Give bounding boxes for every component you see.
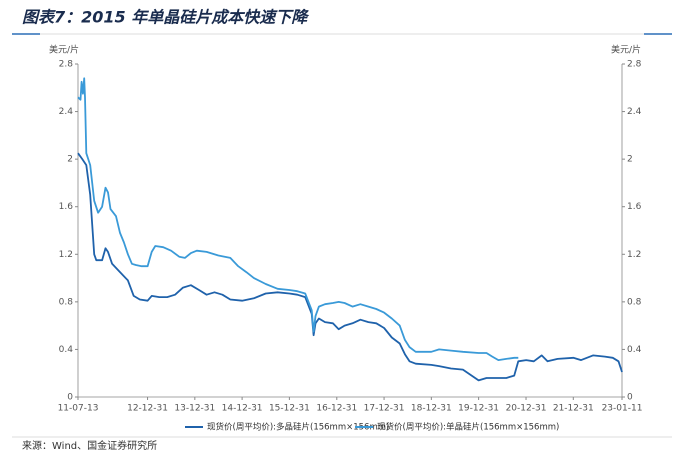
y-tick-label: 1.6 bbox=[59, 202, 74, 212]
x-tick-label: 23-01-11 bbox=[602, 404, 643, 414]
y-tick-label: 2 bbox=[67, 155, 73, 165]
y-unit: 美元/片 bbox=[49, 44, 79, 56]
y-tick-label: 2.8 bbox=[59, 60, 74, 70]
y-tick-label: 0.8 bbox=[59, 297, 74, 307]
x-tick-label: 16-12-31 bbox=[316, 404, 357, 414]
y2-unit: 美元/片 bbox=[611, 44, 641, 56]
x-tick-label: 15-12-31 bbox=[269, 404, 310, 414]
y2-tick-label: 0 bbox=[627, 393, 633, 403]
line-series bbox=[77, 152, 623, 382]
x-tick-label: 19-12-31 bbox=[458, 404, 499, 414]
y2-tick-label: 2.4 bbox=[627, 107, 642, 117]
x-tick-label: 17-12-31 bbox=[364, 404, 405, 414]
y2-tick-label: 0.8 bbox=[627, 297, 642, 307]
y2-tick-label: 0.4 bbox=[627, 345, 642, 355]
y2-tick-label: 1.2 bbox=[627, 250, 641, 260]
y-tick-label: 2.4 bbox=[59, 107, 74, 117]
chart-title: 图表7：2015 年单晶硅片成本快速下降 bbox=[22, 8, 309, 27]
x-tick-label: 21-12-31 bbox=[553, 404, 594, 414]
legend-label: 现货价(周平均价):单晶硅片(156mm×156mm) bbox=[377, 422, 559, 433]
y2-tick-label: 2 bbox=[627, 155, 633, 165]
x-tick-label: 13-12-31 bbox=[174, 404, 215, 414]
y-tick-label: 1.2 bbox=[59, 250, 73, 260]
y-tick-label: 0 bbox=[67, 393, 73, 403]
x-tick-label: 12-12-31 bbox=[127, 404, 168, 414]
x-tick-label: 18-12-31 bbox=[411, 404, 452, 414]
y2-tick-label: 1.6 bbox=[627, 202, 642, 212]
x-tick-label: 11-07-13 bbox=[58, 404, 99, 414]
y-tick-label: 0.4 bbox=[59, 345, 74, 355]
x-tick-label: 20-12-31 bbox=[506, 404, 547, 414]
source: 来源：Wind、国金证券研究所 bbox=[22, 439, 157, 452]
x-tick-label: 14-12-31 bbox=[222, 404, 263, 414]
legend-label: 现货价(周平均价):多晶硅片(156mm×156mm) bbox=[207, 422, 389, 433]
y2-tick-label: 2.8 bbox=[627, 60, 642, 70]
line-series bbox=[77, 77, 519, 361]
